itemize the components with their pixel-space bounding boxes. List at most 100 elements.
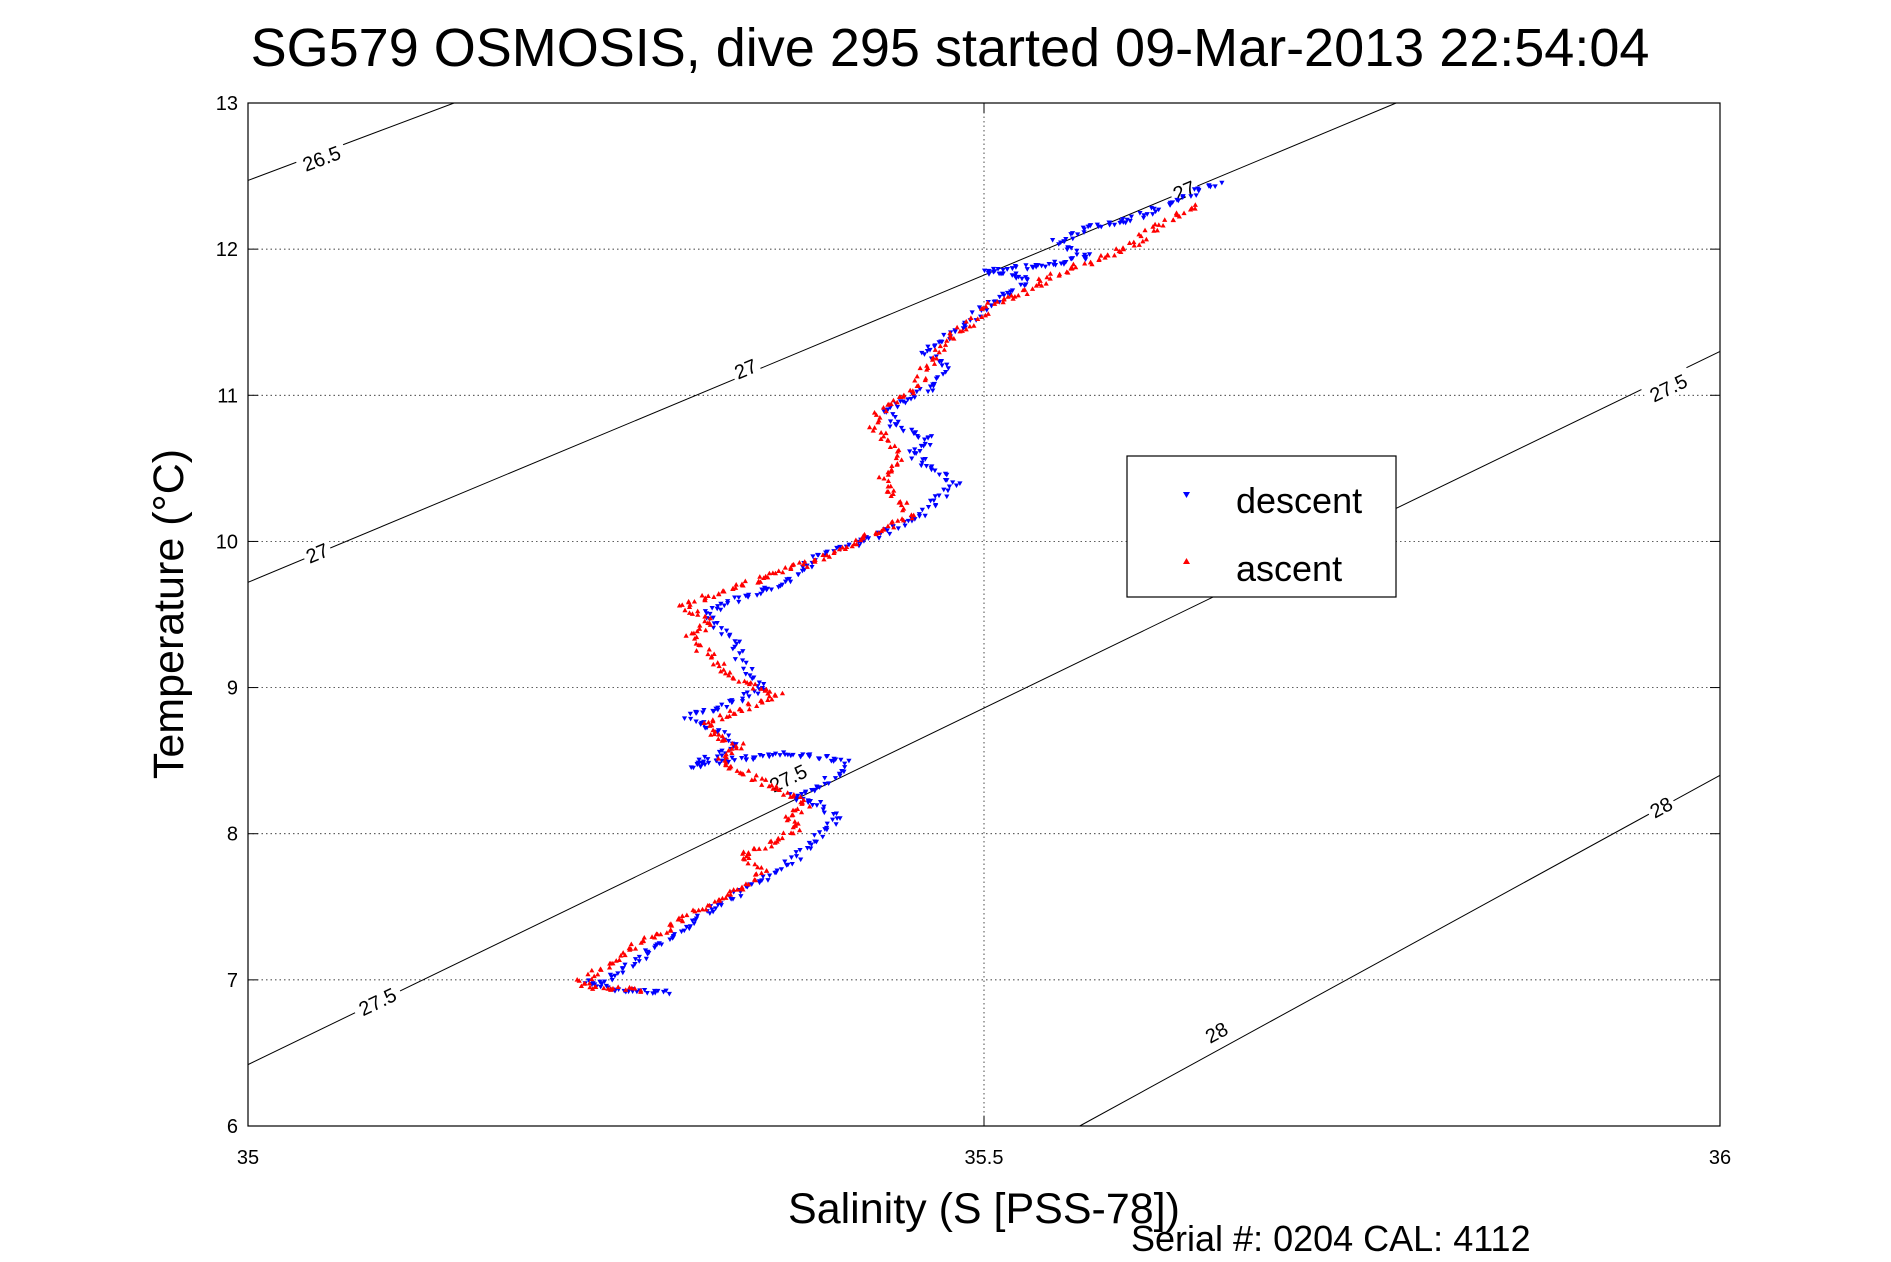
ascent-point bbox=[1156, 222, 1162, 227]
descent-point bbox=[1107, 220, 1113, 226]
descent-point bbox=[707, 911, 713, 916]
ascent-point bbox=[885, 489, 892, 494]
ascent-point bbox=[891, 524, 897, 530]
ascent-point bbox=[697, 622, 703, 628]
descent-point bbox=[700, 759, 707, 765]
ascent-point bbox=[721, 661, 727, 666]
ascent-point bbox=[878, 430, 884, 435]
ascent-point bbox=[733, 743, 739, 749]
descent-point bbox=[917, 448, 923, 454]
descent-point bbox=[927, 498, 934, 504]
descent-point bbox=[806, 840, 812, 846]
descent-point bbox=[887, 419, 894, 425]
descent-point bbox=[1042, 264, 1049, 270]
ascent-point bbox=[772, 570, 779, 576]
descent-point bbox=[749, 882, 755, 887]
descent-point bbox=[941, 487, 947, 493]
ascent-point bbox=[711, 731, 718, 737]
descent-point bbox=[833, 822, 839, 827]
ascent-point bbox=[924, 363, 930, 368]
descent-point bbox=[842, 761, 848, 767]
descent-point bbox=[946, 484, 953, 490]
ascent-point bbox=[667, 922, 673, 927]
ascent-point bbox=[798, 809, 805, 815]
ascent-point bbox=[971, 323, 977, 328]
descent-point bbox=[756, 680, 762, 686]
descent-point bbox=[760, 754, 766, 759]
descent-point bbox=[1000, 271, 1006, 277]
ascent-point bbox=[707, 615, 713, 621]
ascent-point bbox=[757, 574, 763, 579]
ascent-point bbox=[745, 700, 751, 706]
ascent-point bbox=[703, 627, 709, 633]
descent-point bbox=[743, 672, 749, 677]
ascent-point bbox=[729, 746, 735, 751]
ascent-point bbox=[878, 436, 884, 442]
ascent-point bbox=[727, 708, 733, 713]
ascent-point bbox=[706, 646, 712, 652]
ascent-point bbox=[941, 347, 947, 352]
ascent-point bbox=[1126, 240, 1133, 246]
descent-point bbox=[788, 855, 795, 860]
descent-point bbox=[1137, 211, 1143, 216]
descent-point bbox=[693, 719, 699, 725]
descent-point bbox=[747, 673, 753, 679]
descent-point bbox=[779, 582, 785, 588]
descent-point bbox=[805, 800, 811, 806]
descent-point bbox=[1219, 180, 1225, 186]
ascent-point bbox=[1001, 296, 1007, 302]
descent-point bbox=[598, 984, 604, 990]
ascent-point bbox=[936, 349, 942, 355]
descent-point bbox=[732, 639, 738, 644]
ascent-point bbox=[595, 971, 601, 977]
descent-point bbox=[681, 928, 687, 934]
ascent-point bbox=[1088, 259, 1094, 265]
descent-point bbox=[650, 991, 656, 996]
descent-point bbox=[716, 728, 722, 733]
ascent-point bbox=[589, 967, 595, 973]
descent-point bbox=[749, 667, 755, 672]
ascent-point bbox=[762, 688, 768, 693]
ascent-point bbox=[597, 966, 604, 972]
ascent-point bbox=[1142, 227, 1148, 233]
ascent-point bbox=[729, 750, 735, 756]
ascent-point bbox=[788, 830, 794, 835]
contour-label-bg bbox=[349, 980, 405, 1022]
ascent-point bbox=[756, 846, 762, 851]
ascent-point bbox=[975, 316, 981, 322]
ascent-point bbox=[1152, 221, 1158, 227]
descent-point bbox=[615, 971, 621, 976]
ascent-point bbox=[740, 849, 747, 854]
ascent-point bbox=[947, 332, 954, 338]
ascent-point bbox=[705, 719, 712, 725]
ascent-point bbox=[1138, 233, 1144, 239]
density-contour-28 bbox=[1079, 774, 1721, 1127]
descent-point bbox=[1039, 263, 1045, 269]
descent-point bbox=[1023, 263, 1029, 268]
descent-point bbox=[632, 962, 638, 967]
descent-point bbox=[739, 658, 746, 663]
ascent-point bbox=[750, 685, 756, 691]
descent-point bbox=[821, 810, 827, 816]
descent-point bbox=[984, 307, 990, 313]
descent-point bbox=[929, 464, 935, 470]
ascent-point bbox=[963, 326, 969, 332]
descent-point bbox=[797, 754, 804, 759]
ascent-point bbox=[773, 783, 779, 789]
ascent-point bbox=[756, 578, 762, 584]
descent-point bbox=[1050, 238, 1056, 243]
descent-point bbox=[787, 579, 794, 585]
ascent-point bbox=[893, 455, 899, 461]
descent-point bbox=[714, 754, 721, 760]
ascent-point bbox=[890, 491, 896, 496]
ascent-point bbox=[593, 984, 599, 990]
descent-point bbox=[1191, 187, 1198, 192]
descent-point bbox=[777, 753, 783, 758]
ascent-point bbox=[1036, 281, 1042, 287]
descent-point bbox=[620, 970, 626, 976]
ascent-point bbox=[664, 930, 670, 935]
descent-point bbox=[743, 660, 749, 666]
ascent-point bbox=[620, 950, 626, 955]
ascent-point bbox=[701, 720, 707, 726]
ascent-point bbox=[723, 895, 729, 900]
